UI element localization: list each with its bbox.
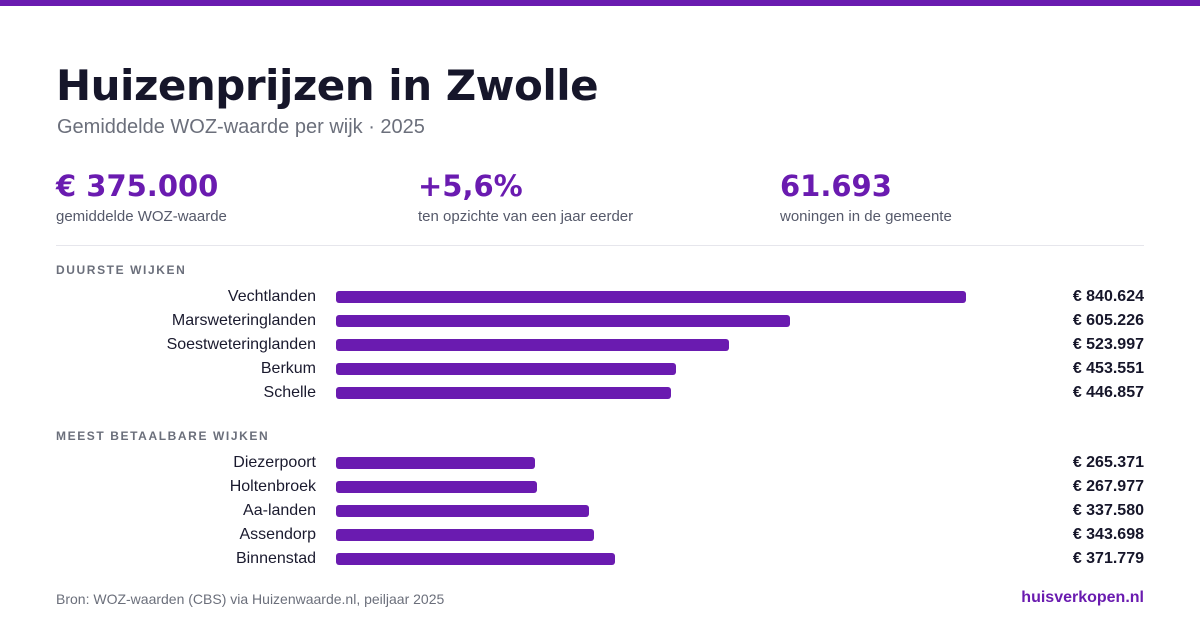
- bar-row: Diezerpoort € 265.371: [0, 451, 1200, 475]
- kpi-housing-count: 61.693 woningen in de gemeente: [780, 166, 1110, 227]
- kpi-average-value: € 375.000 gemiddelde WOZ-waarde: [56, 166, 386, 227]
- bar: [336, 481, 537, 493]
- kpi-label: woningen in de gemeente: [780, 208, 952, 225]
- page-title: Huizenprijzen in Zwolle: [56, 61, 599, 110]
- bar-row: Holtenbroek € 267.977: [0, 475, 1200, 499]
- kpi-label: ten opzichte van een jaar eerder: [418, 208, 634, 225]
- bar-category-label: Holtenbroek: [229, 478, 316, 495]
- bar: [336, 529, 594, 541]
- bar-row: Berkum € 453.551: [0, 357, 1200, 381]
- bar: [336, 505, 589, 517]
- brand-link[interactable]: huisverkopen.nl: [1021, 589, 1144, 606]
- bar-category-label: Vechtlanden: [227, 288, 316, 305]
- bar-category-label: Diezerpoort: [233, 454, 316, 471]
- bar-value-label: € 453.551: [1072, 360, 1144, 377]
- bar-category-label: Aa-landen: [243, 502, 316, 519]
- bar-value-label: € 605.226: [1072, 312, 1144, 329]
- section-label-most-expensive: DUURSTE WIJKEN: [56, 263, 187, 277]
- bar: [336, 457, 535, 469]
- bar-value-label: € 267.977: [1072, 478, 1144, 495]
- bar-category-label: Soestweteringlanden: [166, 336, 316, 353]
- bar-row: Aa-landen € 337.580: [0, 499, 1200, 523]
- kpi-yearly-change: +5,6% ten opzichte van een jaar eerder: [418, 166, 748, 227]
- bar: [336, 363, 676, 375]
- source-note: Bron: WOZ-waarden (CBS) via Huizenwaarde…: [56, 591, 445, 607]
- bar-value-label: € 446.857: [1072, 384, 1144, 401]
- bar-category-label: Binnenstad: [235, 550, 316, 567]
- bar: [336, 339, 729, 351]
- bar: [336, 387, 671, 399]
- top-accent-bar: [0, 0, 1200, 6]
- bar-row: Assendorp € 343.698: [0, 523, 1200, 547]
- bar-category-label: Berkum: [260, 360, 316, 377]
- bar-value-label: € 840.624: [1072, 288, 1144, 305]
- bar: [336, 553, 615, 565]
- bar-category-label: Schelle: [263, 384, 316, 401]
- bar-value-label: € 337.580: [1072, 502, 1144, 519]
- kpi-label: gemiddelde WOZ-waarde: [56, 208, 227, 225]
- bar-value-label: € 523.997: [1072, 336, 1144, 353]
- kpi-value: € 375.000: [56, 169, 219, 203]
- bar-value-label: € 371.779: [1072, 550, 1144, 567]
- bar-row: Binnenstad € 371.779: [0, 547, 1200, 571]
- kpi-value: +5,6%: [418, 169, 523, 203]
- kpi-value: 61.693: [780, 169, 892, 203]
- bar-row: Schelle € 446.857: [0, 381, 1200, 405]
- bar-row: Marsweteringlanden € 605.226: [0, 309, 1200, 333]
- bar-value-label: € 343.698: [1072, 526, 1144, 543]
- bar-row: Soestweteringlanden € 523.997: [0, 333, 1200, 357]
- bar-value-label: € 265.371: [1072, 454, 1144, 471]
- bar-category-label: Marsweteringlanden: [171, 312, 316, 329]
- section-label-most-affordable: MEEST BETAALBARE WIJKEN: [56, 429, 270, 443]
- bar: [336, 315, 790, 327]
- bar: [336, 291, 966, 303]
- divider: [56, 245, 1144, 246]
- bar-row: Vechtlanden € 840.624: [0, 285, 1200, 309]
- bar-category-label: Assendorp: [239, 526, 317, 543]
- page-subtitle: Gemiddelde WOZ-waarde per wijk · 2025: [57, 116, 425, 138]
